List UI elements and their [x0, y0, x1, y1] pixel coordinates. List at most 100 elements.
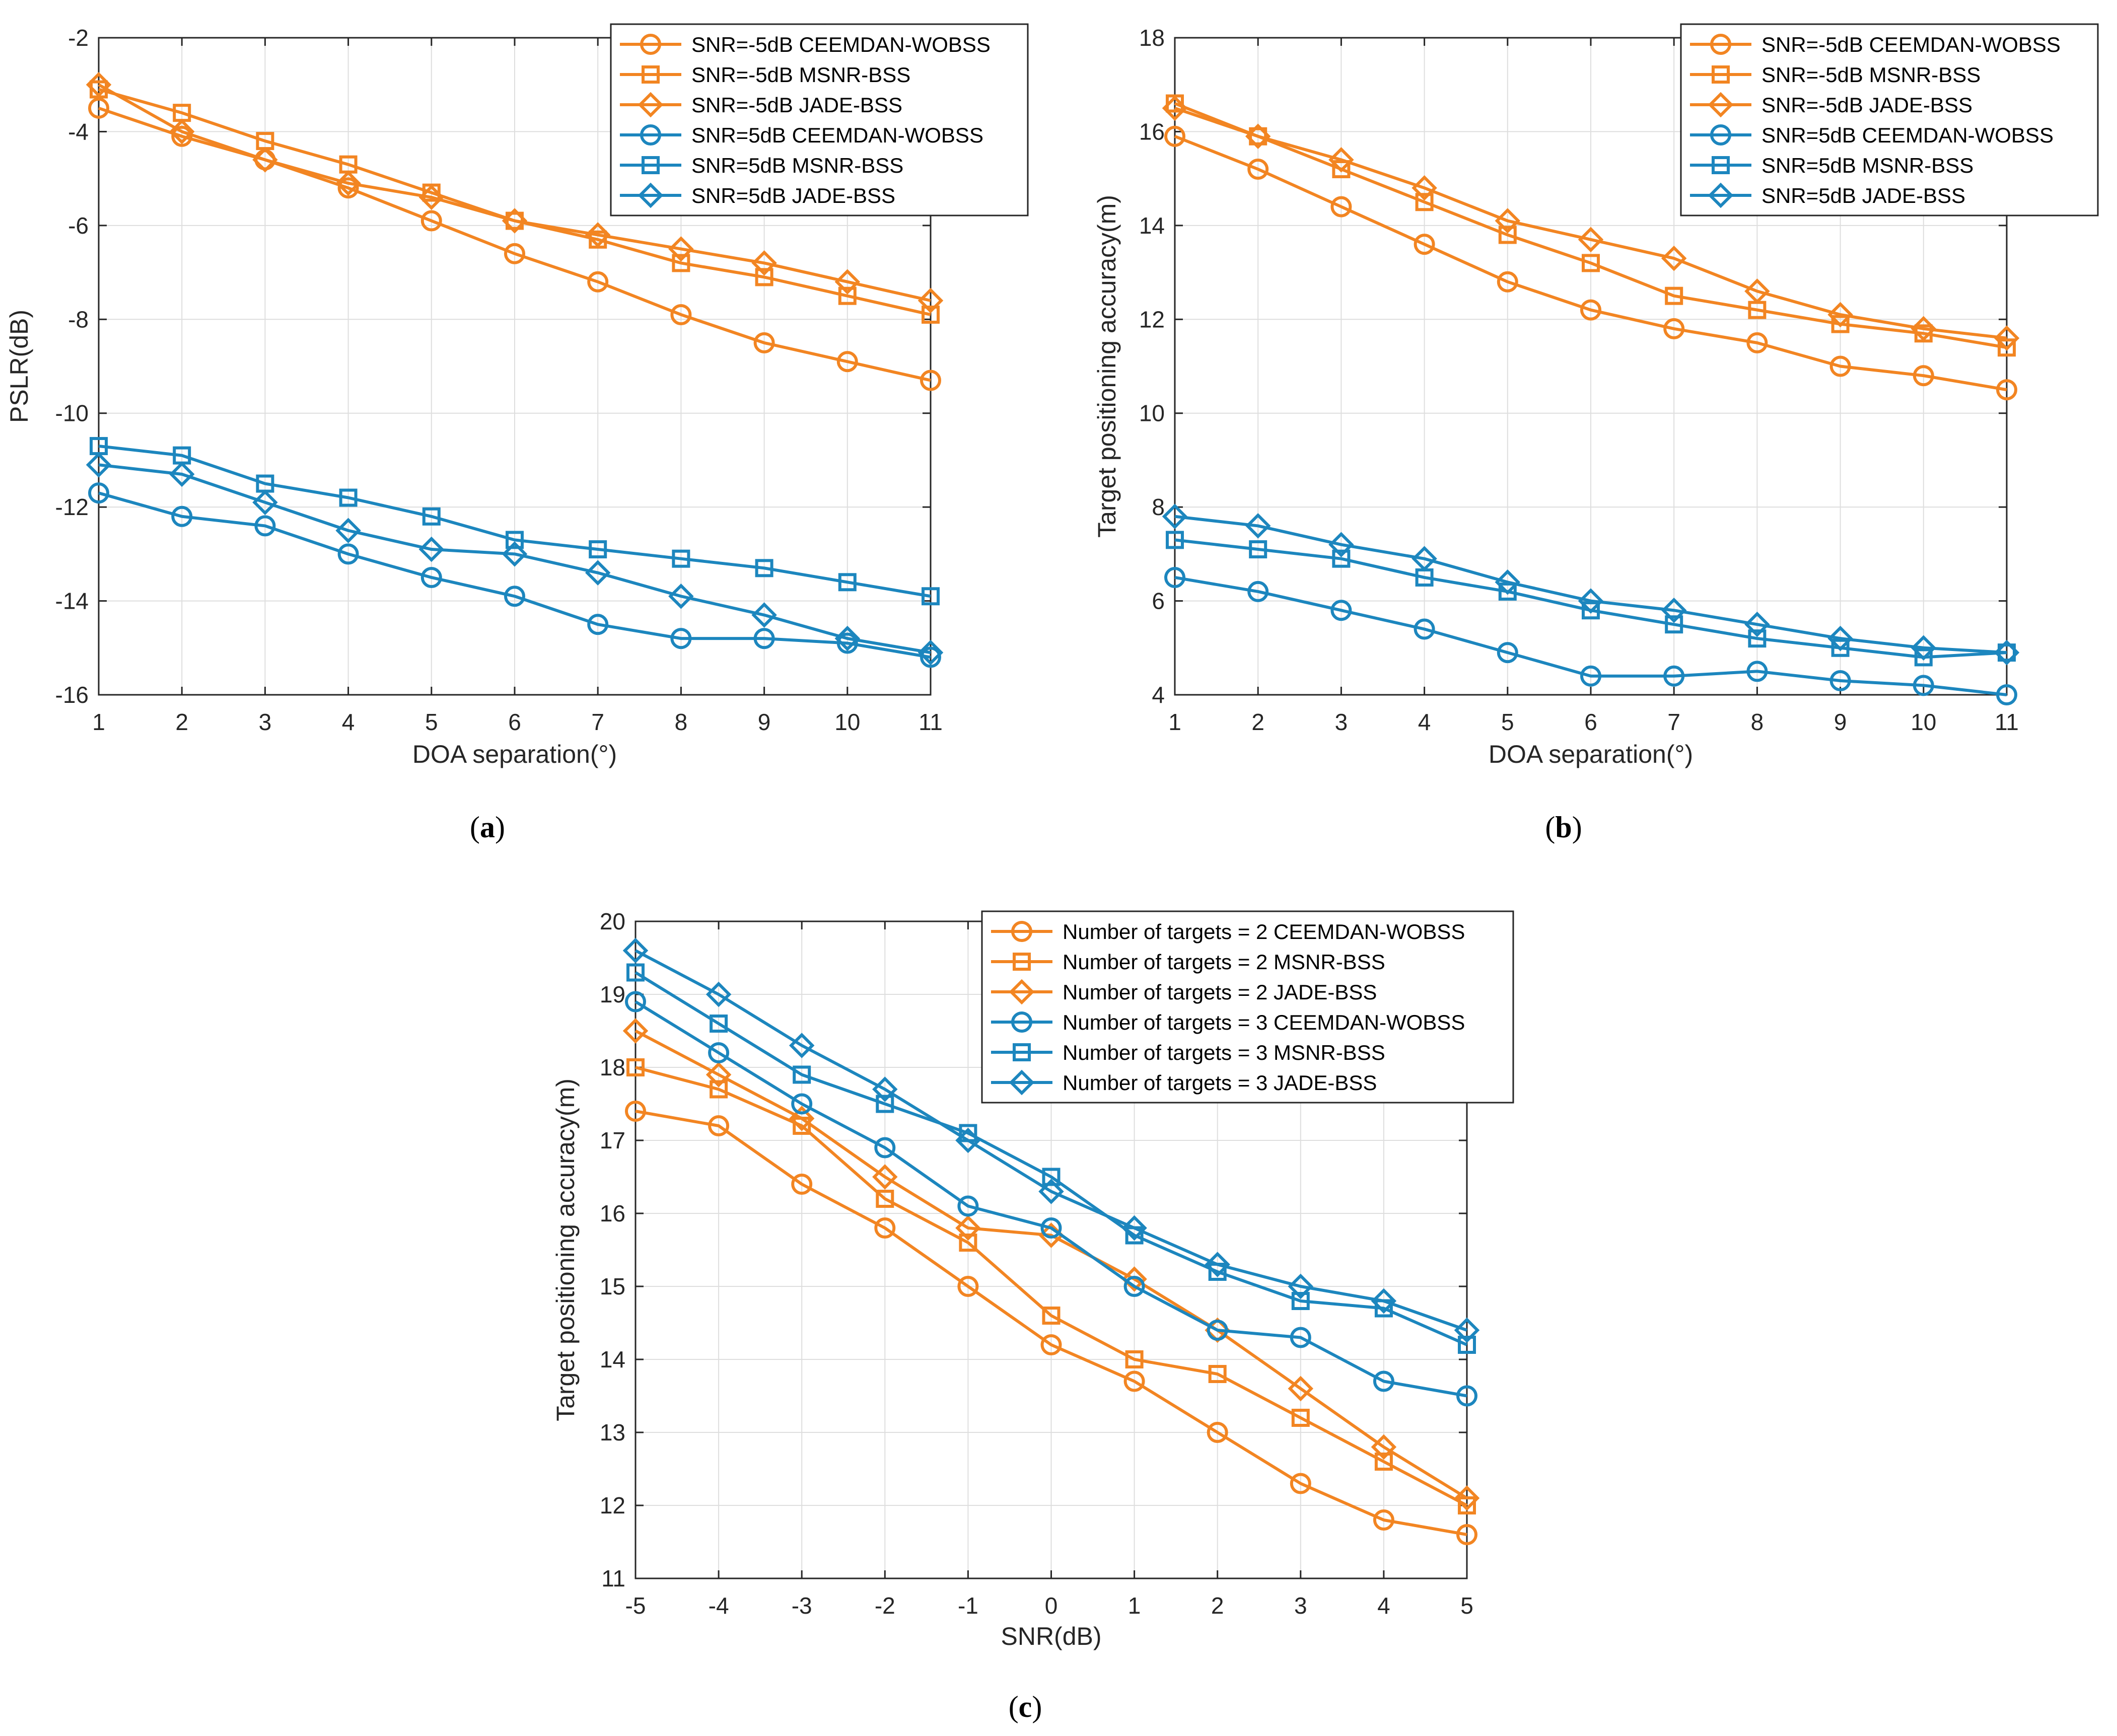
data-point	[1580, 665, 1601, 687]
data-point	[171, 505, 193, 527]
legend-label: Number of targets = 2 MSNR-BSS	[1063, 950, 1385, 974]
data-point	[1661, 597, 1687, 623]
x-tick-label: -2	[875, 1593, 895, 1619]
x-tick-label: 1	[92, 709, 105, 735]
legend-label: SNR=5dB MSNR-BSS	[691, 154, 903, 177]
series-blue-diamond	[1162, 503, 2020, 666]
data-point	[622, 1018, 649, 1044]
data-point	[1162, 503, 1188, 530]
series-group	[622, 937, 1480, 1545]
data-point	[959, 1234, 977, 1252]
series-group	[1162, 94, 2020, 705]
series-line	[634, 971, 1468, 1346]
legend-marker	[1712, 156, 1730, 174]
data-point	[670, 304, 692, 325]
data-point	[171, 125, 193, 147]
y-tick-label: 16	[1139, 118, 1165, 144]
series-line	[1174, 515, 2007, 655]
legend-marker	[1009, 979, 1035, 1005]
x-tick-label: 4	[1418, 709, 1431, 735]
data-point	[1415, 193, 1434, 211]
data-point	[1373, 1370, 1394, 1392]
legend-entry: SNR=5dB CEEMDAN-WOBSS	[1690, 123, 2054, 147]
data-point	[252, 489, 278, 516]
legend-entry: Number of targets = 3 JADE-BSS	[991, 1069, 1377, 1096]
data-point	[672, 254, 690, 272]
legend: SNR=-5dB CEEMDAN-WOBSS SNR=-5dB MSNR-BSS S…	[1680, 23, 2099, 216]
data-point	[418, 184, 445, 210]
series-orange-diamond	[86, 71, 944, 314]
data-point	[502, 208, 528, 234]
data-point	[1498, 226, 1517, 244]
series-line	[98, 491, 931, 659]
data-point	[1578, 588, 1604, 614]
data-point	[672, 549, 690, 568]
legend-label: SNR=-5dB JADE-BSS	[1761, 93, 1972, 117]
x-tick-label: -3	[792, 1593, 812, 1619]
legend-entry: SNR=-5dB CEEMDAN-WOBSS	[620, 33, 991, 56]
legend-label: SNR=-5dB JADE-BSS	[691, 93, 902, 117]
legend-marker	[1013, 953, 1031, 971]
data-point	[1207, 1422, 1228, 1443]
legend-label: SNR=5dB JADE-BSS	[691, 184, 895, 207]
data-point	[1911, 635, 1937, 661]
data-point	[625, 991, 646, 1012]
data-point	[1746, 332, 1768, 353]
data-point	[1748, 629, 1767, 648]
series-line	[98, 83, 931, 302]
y-tick-label: 14	[1139, 212, 1165, 239]
data-point	[1164, 125, 1185, 147]
data-point	[1249, 127, 1267, 146]
data-point	[1831, 638, 1850, 657]
data-point	[1996, 379, 2017, 401]
series-line	[1174, 134, 2007, 392]
series-blue-circle	[625, 991, 1477, 1407]
data-point	[1829, 355, 1851, 377]
data-point	[1042, 1307, 1061, 1325]
data-point	[836, 632, 858, 654]
data-point	[1371, 1288, 1397, 1314]
data-point	[791, 1093, 813, 1115]
y-axis-label: Target positioning accuracy(m)	[551, 1078, 580, 1421]
data-point	[1247, 159, 1269, 180]
series-group	[86, 71, 944, 668]
data-point	[1454, 1317, 1480, 1343]
data-point	[710, 1015, 728, 1033]
data-point	[874, 1137, 896, 1159]
data-point	[1330, 196, 1352, 218]
data-point	[337, 543, 359, 565]
data-point	[1497, 271, 1518, 293]
x-tick-label: 0	[1045, 1593, 1058, 1619]
x-tick-label: 11	[1995, 709, 2019, 735]
data-point	[337, 177, 359, 199]
data-point	[1332, 549, 1351, 568]
x-tick-label: 8	[1751, 709, 1764, 735]
data-point	[625, 1101, 646, 1122]
y-axis-label: PSLR(dB)	[5, 310, 33, 423]
data-point	[1996, 684, 2017, 705]
data-point	[751, 250, 777, 276]
data-point	[755, 559, 773, 577]
data-point	[1371, 1434, 1397, 1460]
series-line	[1174, 576, 2007, 696]
x-tick-label: 2	[1251, 709, 1264, 735]
x-tick-label: 5	[1460, 1593, 1473, 1619]
data-point	[1578, 227, 1604, 253]
data-point	[1827, 625, 1853, 652]
series-line	[635, 1110, 1467, 1536]
y-tick-label: 20	[600, 908, 625, 934]
data-point	[1328, 147, 1354, 173]
legend-marker	[640, 34, 661, 55]
legend-marker	[1708, 92, 1734, 118]
series-blue-diamond	[622, 937, 1480, 1343]
x-tick-label: 5	[425, 709, 438, 735]
data-point	[1038, 1179, 1064, 1204]
x-axis-label: DOA separation(°)	[1489, 740, 1693, 768]
data-point	[169, 461, 195, 487]
legend-marker	[1009, 1069, 1035, 1096]
data-point	[1166, 531, 1184, 549]
data-point	[1164, 566, 1185, 588]
y-tick-label: 15	[600, 1273, 625, 1299]
x-axis-label: SNR(dB)	[1001, 1622, 1101, 1650]
data-point	[1330, 600, 1352, 621]
